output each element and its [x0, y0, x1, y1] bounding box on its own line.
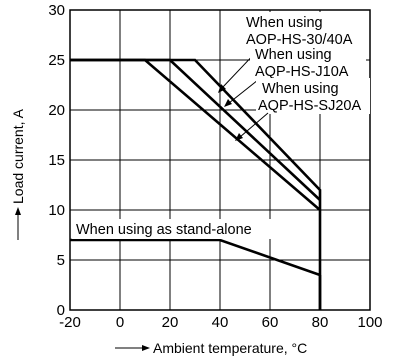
y-tick-label: 5: [57, 252, 65, 269]
y-axis-title: Load current, A: [10, 108, 26, 204]
annotation-line: When using as stand-alone: [76, 222, 252, 238]
x-tick-label: 80: [312, 314, 329, 331]
y-tick-label: 15: [48, 152, 65, 169]
annotation-leader: [239, 112, 269, 138]
y-tick-labels: 0 5 10 15 20 25 30: [48, 2, 65, 319]
annotation-line: AQP-HS-J10A: [255, 64, 349, 80]
y-tick-label: 30: [48, 2, 65, 19]
series-line: [70, 238, 321, 277]
x-tick-label: 0: [116, 314, 124, 331]
annotation-arrow-head: [224, 99, 232, 107]
annotation-bg: [256, 78, 370, 114]
x-tick-label: 40: [212, 314, 229, 331]
annotation-bg: [240, 12, 368, 48]
y-tick-label: 20: [48, 102, 65, 119]
annotation-leader: [228, 79, 259, 104]
series-lines: [70, 58, 322, 310]
plot-frame: [69, 9, 371, 311]
y-axis-arrow-head: [15, 207, 21, 215]
annotation-arrow-head: [235, 133, 243, 141]
annotation-arrow-head: [218, 84, 226, 93]
x-tick-label: 100: [357, 314, 382, 331]
annotation-line: When using: [262, 81, 339, 97]
x-tick-label: 20: [162, 314, 179, 331]
annotation-line: When using: [255, 47, 332, 63]
x-axis-arrow-head: [142, 345, 150, 351]
annotation-line: When using: [246, 15, 323, 31]
annotation-line: AQP-HS-SJ20A: [258, 98, 361, 114]
x-tick-label: 60: [262, 314, 279, 331]
x-axis-title-group: Ambient temperature, °C: [115, 340, 307, 356]
x-axis-title: Ambient temperature, °C: [153, 340, 307, 356]
annotation-sj20a: When using AQP-HS-SJ20A: [235, 78, 370, 141]
series-line: [70, 58, 321, 211]
y-axis-title-group: Load current, A: [10, 108, 26, 240]
y-tick-label: 25: [48, 52, 65, 69]
y-tick-label: 10: [48, 202, 65, 219]
annotation-j10a: When using AQP-HS-J10A: [224, 44, 366, 107]
y-tick-label: 0: [57, 302, 65, 319]
x-tick-label: -20: [59, 314, 81, 331]
annotation-bg: [72, 219, 272, 239]
x-tick-labels: -20 0 20 40 60 80 100: [59, 314, 382, 331]
annotation-standalone: When using as stand-alone: [72, 219, 272, 239]
annotation-bg: [250, 44, 366, 80]
